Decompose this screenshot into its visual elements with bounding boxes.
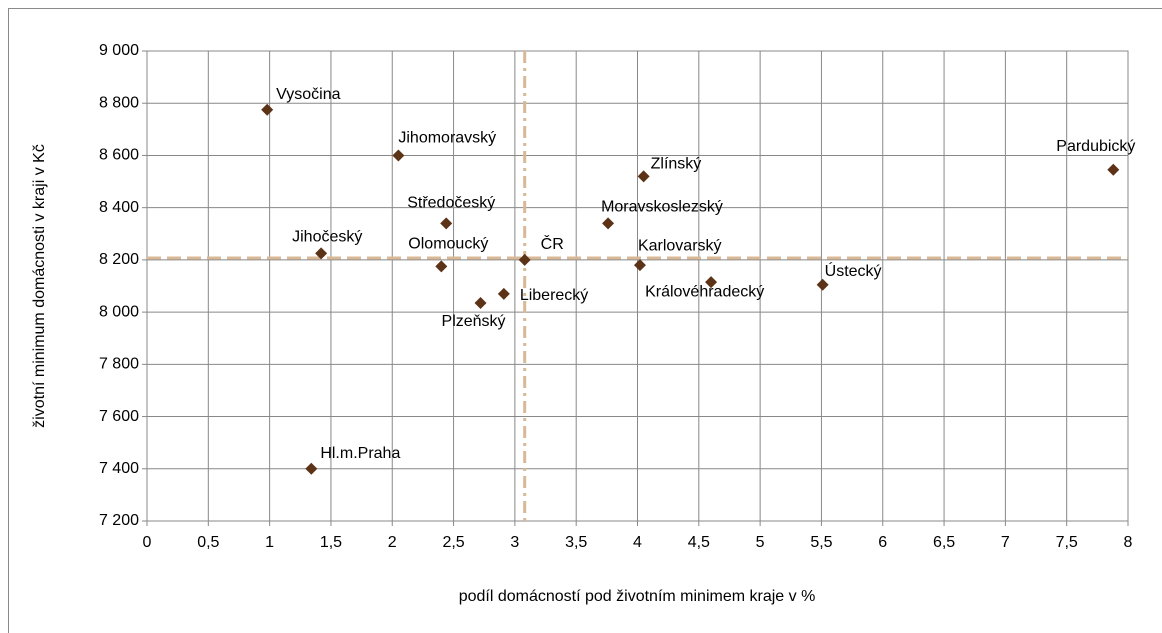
x-tick-label: 0 [143, 534, 152, 551]
point-label: Hl.m.Praha [320, 445, 400, 462]
x-tick-label: 3,5 [565, 534, 587, 551]
point-label: Karlovarský [638, 237, 722, 254]
point [392, 149, 405, 162]
point [518, 253, 531, 266]
point-label: Ústecký [825, 261, 882, 280]
point [637, 170, 650, 183]
point [602, 217, 615, 230]
x-tick-label: 2 [388, 534, 397, 551]
x-tick-label: 7,5 [1056, 534, 1078, 551]
point [497, 287, 510, 300]
y-tick-label: 8 600 [99, 147, 139, 164]
y-tick-label: 7 600 [99, 408, 139, 425]
point-label: Plzeňský [442, 313, 506, 330]
y-tick-label: 7 200 [99, 512, 139, 529]
x-tick-label: 3 [510, 534, 519, 551]
point [440, 217, 453, 230]
x-tick-label: 5 [756, 534, 765, 551]
point [1107, 163, 1120, 176]
x-tick-label: 0,5 [197, 534, 219, 551]
point [315, 247, 328, 260]
point [305, 462, 318, 475]
point [705, 276, 718, 289]
point-label: Moravskoslezský [601, 199, 723, 216]
point-label: Olomoucký [408, 236, 488, 253]
point [633, 259, 646, 272]
point [474, 296, 487, 309]
y-tick-label: 9 000 [99, 42, 139, 59]
point [261, 103, 274, 116]
x-tick-label: 4 [633, 534, 642, 551]
point-label: ČR [541, 234, 564, 253]
point-label: Pardubický [1056, 138, 1135, 155]
frame [8, 8, 1162, 633]
point-label: Jihočeský [292, 229, 362, 246]
y-axis-title: životní minimum domácnosti v kraji v Kč [31, 144, 48, 428]
y-tick-label: 7 400 [99, 460, 139, 477]
point [435, 260, 448, 273]
x-axis-title: podíl domácností pod životním minimem kr… [459, 588, 816, 605]
y-tick-label: 8 400 [99, 199, 139, 216]
plot-border [146, 50, 1129, 522]
x-tick-label: 5,5 [810, 534, 832, 551]
point-label: Vysočina [276, 86, 340, 103]
x-tick-label: 2,5 [442, 534, 464, 551]
y-tick-label: 8 000 [99, 303, 139, 320]
point-label: Liberecký [520, 287, 588, 304]
x-tick-label: 1,5 [320, 534, 342, 551]
point-label: Královéhradecký [645, 283, 764, 300]
point-label: Zlínský [651, 156, 702, 173]
y-tick-label: 8 800 [99, 94, 139, 111]
x-tick-label: 1 [265, 534, 274, 551]
y-tick-label: 7 800 [99, 356, 139, 373]
x-tick-label: 4,5 [688, 534, 710, 551]
point-label: Středočeský [407, 195, 495, 212]
y-tick-label: 8 200 [99, 251, 139, 268]
x-tick-label: 6,5 [933, 534, 955, 551]
x-tick-label: 8 [1124, 534, 1133, 551]
x-tick-label: 7 [1001, 534, 1010, 551]
x-tick-label: 6 [878, 534, 887, 551]
point-label: Jihomoravský [398, 130, 496, 147]
point [816, 278, 829, 291]
